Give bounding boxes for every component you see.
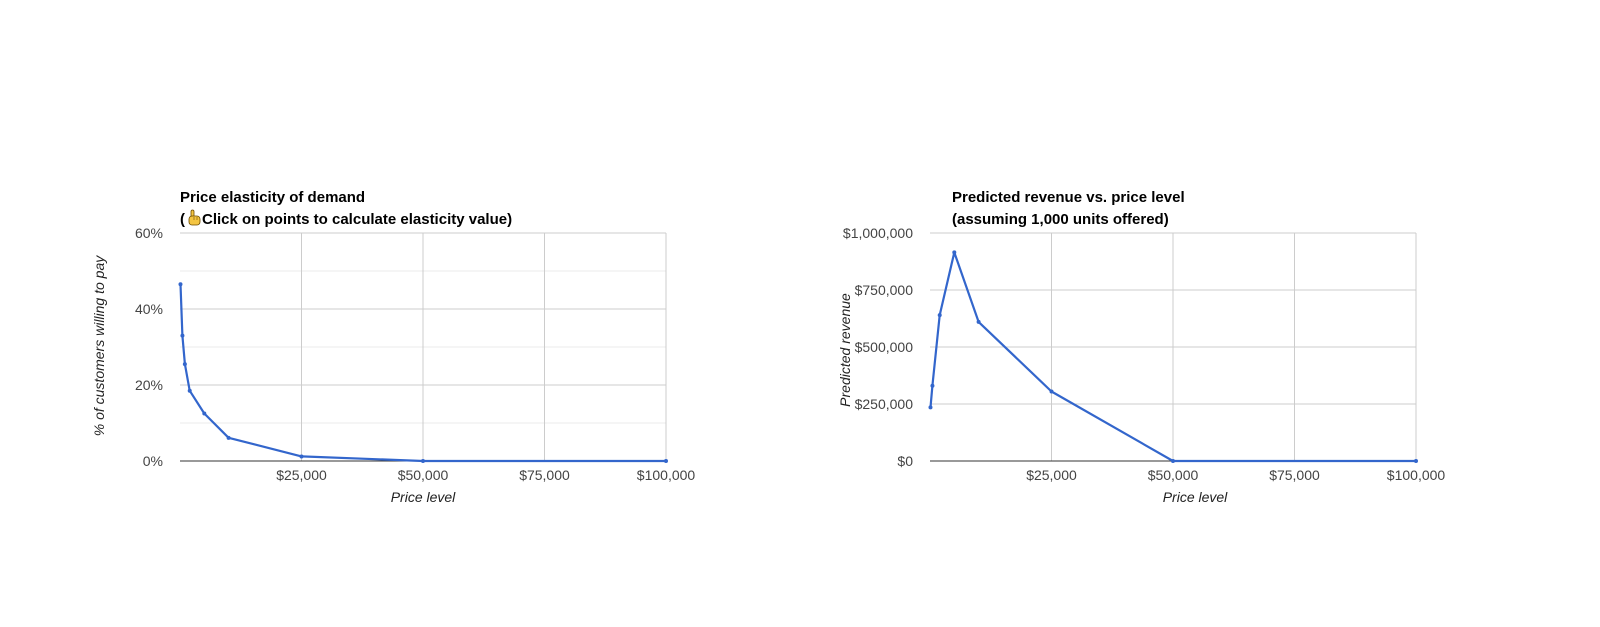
- data-point[interactable]: [180, 333, 185, 338]
- data-point[interactable]: [178, 282, 183, 287]
- y-tick-label: $500,000: [855, 339, 914, 355]
- data-point[interactable]: [421, 459, 425, 463]
- chart-title: Price elasticity of demand: [180, 189, 365, 206]
- series-line: [929, 251, 1416, 463]
- x-tick-label: $75,000: [1269, 467, 1320, 483]
- elasticity-series[interactable]: [178, 282, 668, 463]
- x-tick-label: $100,000: [1387, 467, 1446, 483]
- revenue-y-ticks: $0 $250,000 $500,000 $750,000 $1,000,000: [843, 225, 913, 469]
- revenue-series[interactable]: [928, 250, 1418, 463]
- y-tick-label: $250,000: [855, 396, 914, 412]
- predicted-revenue-svg: $25,000 $50,000 $75,000 $100,000 $0 $250,000…: [837, 189, 1445, 505]
- data-point[interactable]: [187, 388, 192, 393]
- y-tick-label: 0%: [143, 453, 163, 469]
- predicted-revenue-chart: $25,000 $50,000 $75,000 $100,000 $0 $250,000…: [800, 0, 1600, 622]
- pointing-hand-icon: [188, 209, 201, 226]
- data-point[interactable]: [952, 250, 957, 255]
- data-point[interactable]: [937, 313, 942, 318]
- y-axis-label: % of customers willing to pay: [91, 255, 107, 437]
- elasticity-y-ticks: 0% 20% 40% 60%: [135, 225, 163, 469]
- x-axis-label: Price level: [1163, 489, 1228, 505]
- x-tick-label: $25,000: [1026, 467, 1077, 483]
- y-axis-label: Predicted revenue: [837, 293, 853, 407]
- y-tick-label: $1,000,000: [843, 225, 913, 241]
- subtitle-prefix: (: [180, 211, 185, 228]
- y-tick-label: 40%: [135, 301, 163, 317]
- x-tick-label: $75,000: [519, 467, 570, 483]
- y-tick-label: $750,000: [855, 282, 914, 298]
- data-point[interactable]: [1049, 389, 1054, 394]
- data-point[interactable]: [1171, 459, 1175, 463]
- data-point[interactable]: [226, 435, 231, 440]
- subtitle-text: Click on points to calculate elasticity …: [202, 211, 512, 228]
- x-tick-label: $50,000: [398, 467, 449, 483]
- x-tick-label: $50,000: [1148, 467, 1199, 483]
- x-tick-label: $25,000: [276, 467, 327, 483]
- data-point[interactable]: [930, 383, 935, 388]
- chart-subtitle: ( Click on points to calculate elasticity…: [180, 211, 512, 228]
- data-point[interactable]: [664, 459, 668, 463]
- data-point[interactable]: [976, 319, 981, 324]
- chart-subtitle: (assuming 1,000 units offered): [952, 211, 1169, 228]
- elasticity-x-ticks: $25,000 $50,000 $75,000 $100,000: [276, 467, 695, 483]
- data-point[interactable]: [1414, 459, 1418, 463]
- data-point[interactable]: [202, 411, 207, 416]
- chart-title: Predicted revenue vs. price level: [952, 189, 1185, 206]
- price-elasticity-svg: $25,000 $50,000 $75,000 $100,000 0% 20% 40% 60…: [91, 189, 695, 505]
- data-point[interactable]: [299, 454, 304, 459]
- y-tick-label: $0: [897, 453, 913, 469]
- price-elasticity-chart: $25,000 $50,000 $75,000 $100,000 0% 20% 40% 60…: [0, 0, 800, 622]
- revenue-x-ticks: $25,000 $50,000 $75,000 $100,000: [1026, 467, 1445, 483]
- data-point[interactable]: [928, 405, 933, 410]
- y-tick-label: 20%: [135, 377, 163, 393]
- data-point[interactable]: [182, 362, 187, 367]
- y-tick-label: 60%: [135, 225, 163, 241]
- revenue-gridlines: [930, 232, 1417, 462]
- x-tick-label: $100,000: [637, 467, 696, 483]
- x-axis-label: Price level: [391, 489, 456, 505]
- elasticity-gridlines: [180, 232, 667, 462]
